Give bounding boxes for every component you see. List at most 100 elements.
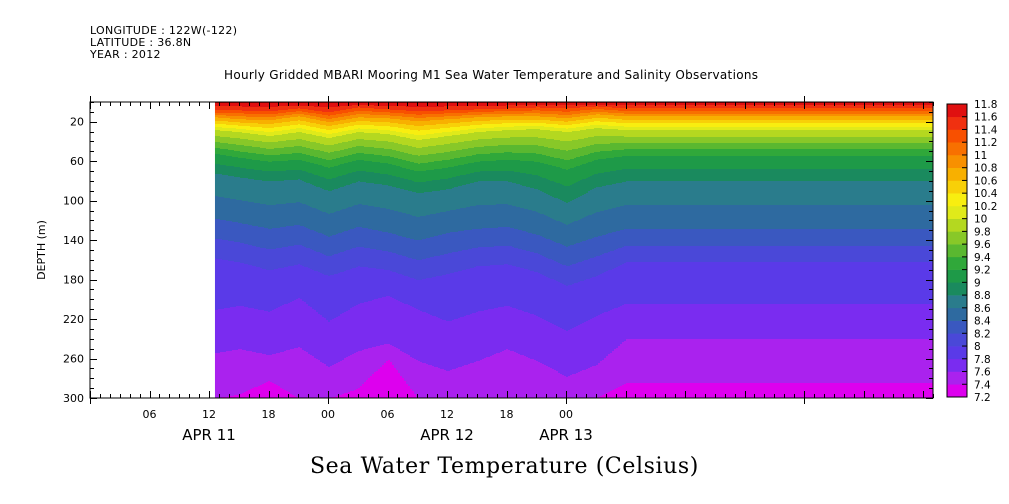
temperature-band	[294, 396, 297, 398]
temperature-band	[260, 124, 263, 128]
temperature-band	[238, 126, 241, 130]
temperature-band	[464, 316, 467, 366]
temperature-band	[330, 122, 333, 127]
temperature-band	[334, 121, 337, 126]
temperature-band	[268, 120, 271, 125]
temperature-band	[280, 103, 283, 107]
temperature-band	[350, 173, 353, 185]
temperature-band	[356, 153, 359, 161]
temperature-band	[224, 240, 227, 261]
temperature-band	[276, 127, 279, 132]
temperature-band	[310, 103, 313, 107]
temperature-band	[426, 125, 429, 131]
temperature-band	[420, 115, 423, 119]
temperature-band	[500, 145, 503, 154]
temperature-band	[326, 320, 329, 367]
temperature-band	[340, 361, 343, 396]
temperature-band	[272, 107, 275, 112]
temperature-band	[272, 354, 275, 384]
temperature-band	[252, 388, 255, 398]
temperature-band	[306, 112, 309, 116]
temperature-band	[514, 126, 517, 131]
temperature-band	[376, 155, 379, 163]
temperature-band	[410, 111, 413, 115]
temperature-band	[444, 254, 447, 276]
temperature-band	[440, 212, 443, 236]
temperature-band	[304, 140, 307, 148]
temperature-band	[370, 268, 373, 302]
temperature-band	[230, 106, 233, 111]
temperature-band	[412, 162, 415, 171]
temperature-band	[244, 244, 247, 265]
temperature-band	[368, 161, 371, 173]
temperature-band	[456, 232, 459, 253]
temperature-band	[496, 171, 499, 182]
temperature-band	[492, 265, 495, 310]
temperature-band	[374, 115, 377, 119]
temperature-band	[434, 129, 437, 134]
temperature-band	[414, 103, 417, 108]
temperature-band	[432, 316, 435, 367]
temperature-band	[238, 158, 241, 168]
temperature-band	[484, 358, 487, 398]
temperature-band	[306, 122, 309, 127]
temperature-band	[274, 309, 277, 355]
temperature-band	[236, 113, 239, 117]
temperature-band	[248, 123, 251, 127]
temperature-band	[292, 117, 295, 122]
temperature-band	[414, 240, 417, 260]
temperature-band	[496, 265, 499, 309]
temperature-band	[306, 134, 309, 142]
temperature-band	[354, 154, 357, 162]
temperature-band	[512, 127, 515, 131]
temperature-band	[400, 116, 403, 121]
temperature-band	[472, 268, 475, 314]
temperature-band	[510, 351, 513, 398]
temperature-band	[330, 167, 333, 180]
temperature-band	[432, 129, 435, 135]
temperature-band	[296, 117, 299, 122]
temperature-band	[308, 103, 311, 107]
temperature-band	[242, 139, 245, 146]
temperature-band	[380, 174, 383, 185]
temperature-band	[272, 205, 275, 229]
temperature-band	[436, 133, 439, 139]
temperature-band	[496, 120, 499, 125]
temperature-band	[228, 128, 231, 132]
temperature-band	[362, 103, 365, 106]
temperature-band	[394, 102, 397, 104]
temperature-band	[482, 112, 485, 115]
temperature-band	[468, 133, 471, 142]
temperature-band	[362, 247, 365, 268]
temperature-band	[308, 106, 311, 111]
temperature-band	[372, 300, 375, 348]
temperature-band	[422, 130, 425, 136]
temperature-band	[410, 357, 413, 390]
temperature-band	[500, 307, 503, 353]
temperature-band	[474, 121, 477, 126]
temperature-band	[356, 108, 359, 112]
temperature-band	[216, 154, 219, 165]
temperature-band	[478, 109, 481, 113]
temperature-band	[284, 267, 287, 305]
temperature-band	[420, 155, 423, 164]
temperature-band	[336, 111, 339, 115]
temperature-band	[346, 174, 349, 186]
temperature-band	[240, 145, 243, 153]
temperature-band	[362, 117, 365, 122]
temperature-band	[408, 117, 411, 121]
temperature-band	[390, 186, 393, 211]
temperature-band	[348, 310, 351, 357]
temperature-band	[390, 119, 393, 124]
temperature-band	[308, 118, 311, 123]
temperature-band	[482, 128, 485, 133]
temperature-band	[268, 124, 271, 129]
temperature-band	[426, 111, 429, 115]
temperature-band	[432, 180, 435, 192]
temperature-band	[248, 265, 251, 309]
temperature-band	[418, 115, 421, 119]
temperature-band	[354, 108, 357, 112]
temperature-band	[512, 351, 515, 398]
temperature-band	[310, 269, 313, 308]
temperature-band	[430, 237, 433, 258]
